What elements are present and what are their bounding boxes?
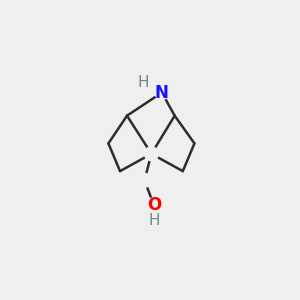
Text: H: H: [137, 75, 149, 90]
Text: H: H: [148, 213, 160, 228]
Circle shape: [137, 173, 152, 187]
Circle shape: [145, 147, 158, 161]
Circle shape: [155, 86, 169, 100]
Text: O: O: [147, 196, 161, 214]
Circle shape: [147, 198, 161, 212]
Text: N: N: [155, 84, 169, 102]
